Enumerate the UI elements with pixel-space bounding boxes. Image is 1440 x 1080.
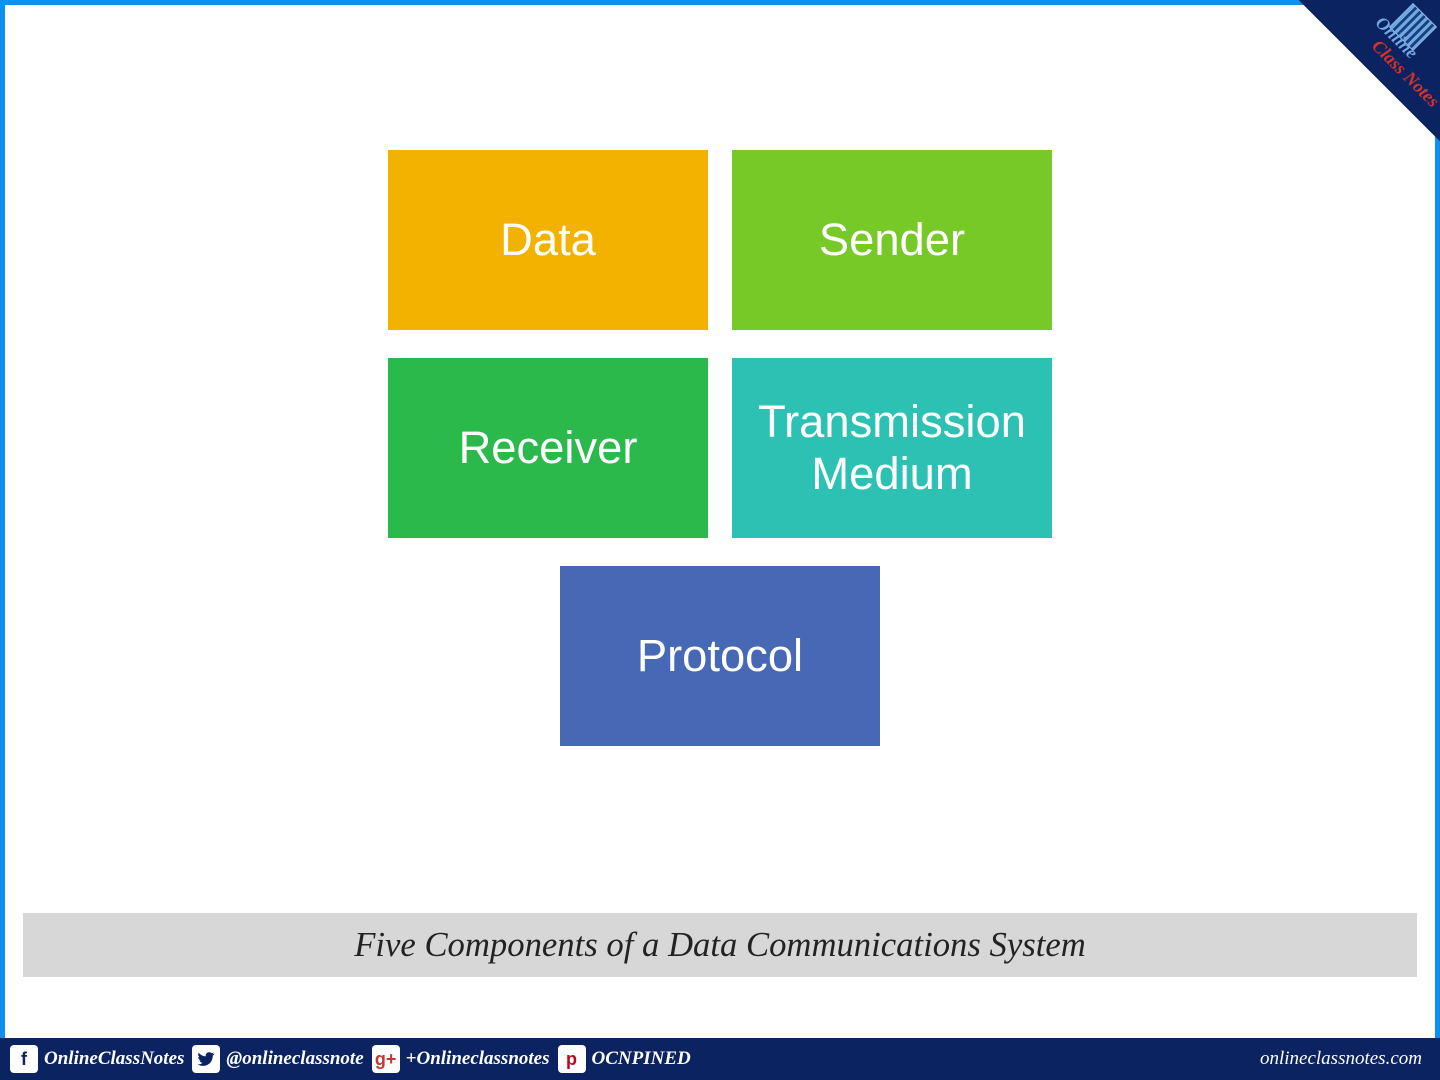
social-twitter[interactable]: @onlineclassnote <box>192 1045 363 1073</box>
slide-frame: Online Class Notes Data Sender Receiver … <box>0 0 1440 1080</box>
caption-bar: Five Components of a Data Communications… <box>23 913 1417 977</box>
ribbon-word-1: Online <box>1372 12 1422 62</box>
tile-sender: Sender <box>732 150 1052 330</box>
tile-transmission-medium: Transmission Medium <box>732 358 1052 538</box>
social-pinterest[interactable]: p OCNPINED <box>558 1045 691 1073</box>
facebook-icon: f <box>10 1045 38 1073</box>
ribbon-word-2: Class Notes <box>1368 36 1440 112</box>
footer-socials: f OnlineClassNotes @onlineclassnote g+ +… <box>10 1045 1260 1073</box>
social-facebook-label: OnlineClassNotes <box>44 1048 184 1070</box>
social-twitter-label: @onlineclassnote <box>226 1048 363 1070</box>
caption-text: Five Components of a Data Communications… <box>354 926 1086 965</box>
social-googleplus-label: +Onlineclassnotes <box>406 1048 550 1070</box>
tile-row-2: Receiver Transmission Medium <box>388 358 1052 538</box>
footer-site-link[interactable]: onlineclassnotes.com <box>1260 1048 1430 1070</box>
social-googleplus[interactable]: g+ +Onlineclassnotes <box>372 1045 550 1073</box>
social-pinterest-label: OCNPINED <box>592 1048 691 1070</box>
tile-protocol: Protocol <box>560 566 880 746</box>
social-facebook[interactable]: f OnlineClassNotes <box>10 1045 184 1073</box>
googleplus-icon: g+ <box>372 1045 400 1073</box>
twitter-icon <box>192 1045 220 1073</box>
ribbon-badge-icon <box>1389 3 1437 51</box>
tiles-container: Data Sender Receiver Transmission Medium… <box>5 150 1435 746</box>
footer-bar: f OnlineClassNotes @onlineclassnote g+ +… <box>0 1038 1440 1080</box>
ribbon-text: Online Class Notes <box>1358 12 1440 111</box>
tile-row-1: Data Sender <box>388 150 1052 330</box>
tile-data: Data <box>388 150 708 330</box>
twitter-bird-icon <box>197 1050 215 1068</box>
pinterest-icon: p <box>558 1045 586 1073</box>
tile-row-3: Protocol <box>560 566 880 746</box>
tile-receiver: Receiver <box>388 358 708 538</box>
